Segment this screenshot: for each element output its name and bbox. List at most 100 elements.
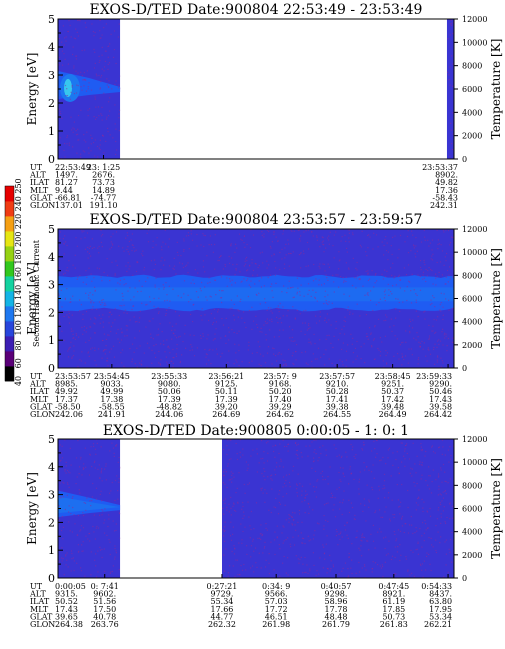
colorbar-label: Second Harmonic Current <box>32 239 41 347</box>
orbit-value: 17.43 <box>55 605 78 614</box>
right-tick-label: 10000 <box>462 248 487 257</box>
orbit-label: MLT <box>30 186 49 195</box>
colorbar-segment <box>5 306 14 322</box>
colorbar-segment <box>5 246 14 262</box>
orbit-value: 0:47:45 <box>378 582 409 591</box>
orbit-value: 242.06 <box>55 410 83 419</box>
y-tick-label: 2 <box>48 306 55 319</box>
panel-title: EXOS-D/TED Date:900804 22:53:49 - 23:53:… <box>90 2 423 18</box>
colorbar-segment <box>5 201 14 217</box>
y-tick-label: 4 <box>48 461 55 474</box>
orbit-value: 50.46 <box>429 387 452 396</box>
right-axis-label: Temperature [K] <box>489 458 503 559</box>
orbit-label: GLON <box>30 410 55 419</box>
orbit-value: 2676. <box>92 171 115 180</box>
orbit-value: 264.49 <box>379 410 407 419</box>
right-tick-label: 2000 <box>462 551 482 560</box>
y-axis-label: Energy [eV] <box>25 53 39 126</box>
orbit-value: 261.83 <box>380 620 408 629</box>
orbit-value: 39.58 <box>429 402 452 411</box>
colorbar-tick-label: 60 <box>14 358 23 368</box>
right-tick-label: 4000 <box>462 528 482 537</box>
orbit-value: 57.03 <box>265 597 288 606</box>
orbit-value: 48.48 <box>325 612 348 621</box>
right-tick-label: 0 <box>462 155 467 164</box>
orbit-value: 9168. <box>269 380 292 389</box>
orbit-value: 46.51 <box>265 612 288 621</box>
orbit-value: 191.10 <box>90 201 118 210</box>
right-tick-label: 12000 <box>462 435 487 444</box>
orbit-value: 39.29 <box>269 402 292 411</box>
noise-speckles <box>58 439 454 578</box>
colorbar-tick-label: 140 <box>14 285 23 300</box>
orbit-value: -58.55 <box>99 402 125 411</box>
orbit-value: 8902. <box>435 171 458 180</box>
orbit-value: 50.52 <box>55 597 78 606</box>
orbit-value: 50.28 <box>326 387 349 396</box>
colorbar-frame <box>4 185 15 382</box>
colorbar-segment <box>5 291 14 307</box>
orbit-value: 9033. <box>100 380 123 389</box>
orbit-value: 23:56:21 <box>208 372 244 381</box>
data-segment-2 <box>221 439 454 578</box>
right-tick-label: 2000 <box>462 341 482 350</box>
spectrogram-data <box>58 19 455 159</box>
y-tick-label: 0 <box>48 153 55 166</box>
y-axis-label: Energy [eV] <box>25 472 39 545</box>
y-tick-label: 4 <box>48 41 55 54</box>
orbit-label: MLT <box>30 395 49 404</box>
panel-2: EXOS-D/TED Date:900804 23:53:57 - 23:59:… <box>25 212 503 419</box>
colorbar-segment <box>5 216 14 232</box>
y-tick-label: 0 <box>48 572 55 585</box>
orbit-value: 81.27 <box>55 178 78 187</box>
orbit-value: 39.65 <box>55 612 78 621</box>
orbit-value: 17.39 <box>158 395 181 404</box>
orbit-value: -58.43 <box>432 193 458 202</box>
right-tick-label: 10000 <box>462 38 487 47</box>
right-tick-label: 8000 <box>462 481 482 490</box>
orbit-label: GLAT <box>30 612 53 621</box>
colorbar-tick-label: 220 <box>14 214 23 229</box>
colorbar-segment <box>5 261 14 277</box>
colorbar-segment <box>5 351 14 367</box>
y-tick-label: 3 <box>48 69 55 82</box>
orbit-value: 9251. <box>381 380 404 389</box>
colorbar-segment <box>5 231 14 247</box>
colorbar-tick-label: 250 <box>14 178 23 193</box>
orbit-value: 44.77 <box>210 612 233 621</box>
panel-title: EXOS-D/TED Date:900804 23:53:57 - 23:59:… <box>90 212 423 228</box>
orbit-value: 264.42 <box>424 410 452 419</box>
colorbar-segment <box>5 276 14 292</box>
orbit-value: -58.50 <box>55 402 81 411</box>
y-axis-label: Energy [eV] <box>25 262 39 335</box>
y-tick-label: 5 <box>48 223 55 236</box>
orbit-value: 9566. <box>265 590 288 599</box>
orbit-info: UTALTILATMLTGLATGLON0:00:059315.50.5217.… <box>29 574 452 629</box>
right-tick-label: 4000 <box>462 318 482 327</box>
right-tick-label: 6000 <box>462 85 482 94</box>
orbit-value: 17.43 <box>429 395 452 404</box>
y-tick-label: 1 <box>48 544 55 557</box>
orbit-value: 23:54:45 <box>94 372 130 381</box>
orbit-label: MLT <box>30 605 49 614</box>
orbit-label: GLAT <box>30 193 53 202</box>
orbit-value: 14.89 <box>92 186 115 195</box>
orbit-value: 242.31 <box>430 201 458 210</box>
colorbar-tick-label: 80 <box>14 340 23 350</box>
y-tick-label: 5 <box>48 433 55 446</box>
orbit-value: 8437. <box>429 590 452 599</box>
orbit-value: 137.01 <box>55 201 83 210</box>
y-tick-label: 1 <box>48 334 55 347</box>
colorbar-segment <box>5 321 14 337</box>
colorbar-tick-label: 120 <box>14 302 23 317</box>
orbit-label: UT <box>30 163 43 172</box>
orbit-value: 264.55 <box>323 410 351 419</box>
colorbar-tick-label: 40 <box>14 376 23 386</box>
orbit-value: 55.34 <box>210 597 233 606</box>
orbit-value: 261.98 <box>262 620 290 629</box>
orbit-value: 0:00:05 <box>55 582 86 591</box>
colorbar: 40 60 80 100 120 140 160 180 200 220 240 250 Second … <box>4 178 41 386</box>
orbit-value: 264.38 <box>55 620 83 629</box>
panel-title: EXOS-D/TED Date:900805 0:00:05 - 1: 0: 1 <box>103 423 409 439</box>
